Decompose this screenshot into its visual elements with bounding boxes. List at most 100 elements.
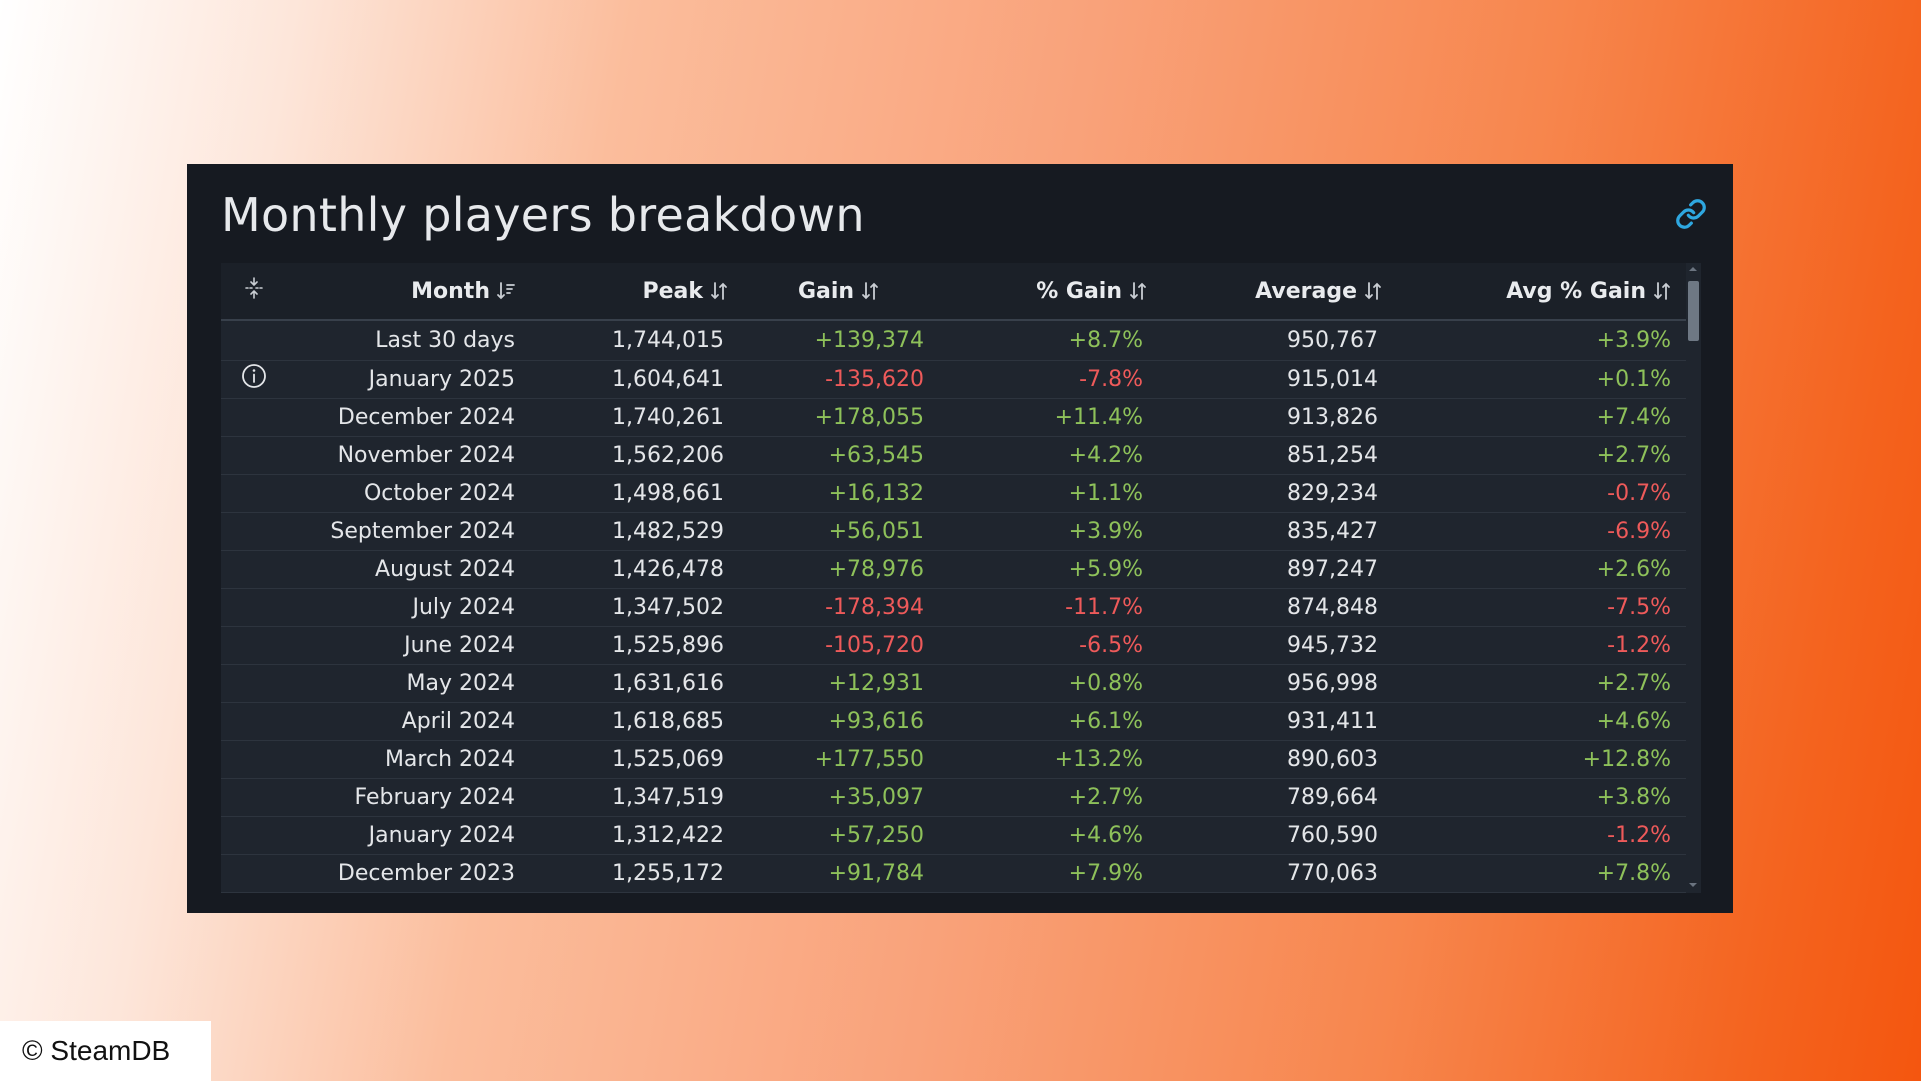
table-row: April 2024 1,618,685 +93,616 +6.1% 931,411 +4… [221, 702, 1686, 741]
column-header-peak-label: Peak [642, 278, 703, 304]
cell-pct-gain: +4.6% [939, 816, 1158, 855]
cell-pct-gain: +7.9% [939, 854, 1158, 893]
cell-gain: -135,620 [739, 360, 939, 399]
cell-peak: 1,631,616 [530, 664, 739, 703]
scrollbar-thumb[interactable] [1688, 281, 1699, 341]
table-scrollbar[interactable] [1686, 263, 1701, 893]
row-icon-cell [221, 702, 286, 741]
column-header-average[interactable]: Average [1158, 263, 1393, 321]
cell-average: 835,427 [1158, 512, 1393, 551]
column-header-gain-label: Gain [797, 278, 855, 304]
row-icon-cell[interactable] [221, 360, 286, 399]
cell-peak: 1,312,422 [530, 816, 739, 855]
cell-avg-pct-gain: +0.1% [1393, 360, 1686, 399]
cell-gain: +78,976 [739, 550, 939, 589]
cell-pct-gain: +3.9% [939, 512, 1158, 551]
cell-peak: 1,740,261 [530, 398, 739, 437]
scroll-down-arrow-icon[interactable] [1689, 883, 1697, 887]
cell-month: November 2024 [286, 436, 530, 475]
table-body: Last 30 days 1,744,015 +139,374 +8.7% 950,76… [221, 320, 1686, 893]
cell-gain: +93,616 [739, 702, 939, 741]
table-row: August 2024 1,426,478 +78,976 +5.9% 897,247 +… [221, 550, 1686, 589]
row-icon-cell [221, 626, 286, 665]
cell-avg-pct-gain: +2.7% [1393, 436, 1686, 475]
cell-average: 874,848 [1158, 588, 1393, 627]
cell-month: Last 30 days [286, 320, 530, 361]
cell-average: 760,590 [1158, 816, 1393, 855]
cell-gain: +178,055 [739, 398, 939, 437]
link-icon[interactable] [1675, 198, 1707, 230]
cell-average: 890,603 [1158, 740, 1393, 779]
cell-peak: 1,525,896 [530, 626, 739, 665]
row-icon-cell [221, 854, 286, 893]
cell-peak: 1,347,502 [530, 588, 739, 627]
table-row: January 2025 1,604,641 -135,620 -7.8% 915,01… [221, 360, 1686, 399]
table-row: Last 30 days 1,744,015 +139,374 +8.7% 950,76… [221, 320, 1686, 361]
table-row: January 2024 1,312,422 +57,250 +4.6% 760,590… [221, 816, 1686, 855]
breakdown-table-container[interactable]: Month Peak Gain % Gain Average [221, 263, 1701, 893]
table-row: June 2024 1,525,896 -105,720 -6.5% 945,732 -1… [221, 626, 1686, 665]
cell-pct-gain: +2.7% [939, 778, 1158, 817]
column-header-pct-gain[interactable]: % Gain [939, 263, 1158, 321]
column-header-avg-pct-gain[interactable]: Avg % Gain [1393, 263, 1686, 321]
cell-gain: +57,250 [739, 816, 939, 855]
cell-pct-gain: +0.8% [939, 664, 1158, 703]
row-icon-cell [221, 512, 286, 551]
cell-gain: +16,132 [739, 474, 939, 513]
table-row: July 2024 1,347,502 -178,394 -11.7% 874,848-… [221, 588, 1686, 627]
cell-avg-pct-gain: +2.6% [1393, 550, 1686, 589]
cell-peak: 1,525,069 [530, 740, 739, 779]
cell-pct-gain: +6.1% [939, 702, 1158, 741]
cell-gain: +177,550 [739, 740, 939, 779]
column-header-month[interactable]: Month [286, 263, 530, 321]
cell-gain: -178,394 [739, 588, 939, 627]
cell-month: December 2023 [286, 854, 530, 893]
cell-average: 950,767 [1158, 320, 1393, 361]
row-icon-cell [221, 436, 286, 475]
cell-avg-pct-gain: +7.8% [1393, 854, 1686, 893]
row-icon-cell [221, 398, 286, 437]
cell-gain: +56,051 [739, 512, 939, 551]
cell-month: May 2024 [286, 664, 530, 703]
cell-pct-gain: +13.2% [939, 740, 1158, 779]
cell-average: 770,063 [1158, 854, 1393, 893]
row-icon-cell [221, 664, 286, 703]
cell-avg-pct-gain: -1.2% [1393, 816, 1686, 855]
cell-month: August 2024 [286, 550, 530, 589]
cell-avg-pct-gain: +3.9% [1393, 320, 1686, 361]
sort-icon [1130, 281, 1146, 300]
cell-peak: 1,255,172 [530, 854, 739, 893]
cell-peak: 1,618,685 [530, 702, 739, 741]
cell-pct-gain: -11.7% [939, 588, 1158, 627]
info-icon[interactable] [241, 363, 267, 389]
cell-peak: 1,426,478 [530, 550, 739, 589]
row-icon-cell [221, 320, 286, 361]
sort-icon [1654, 281, 1670, 300]
cell-average: 915,014 [1158, 360, 1393, 399]
scroll-up-arrow-icon[interactable] [1689, 267, 1697, 271]
cell-average: 851,254 [1158, 436, 1393, 475]
cell-pct-gain: +1.1% [939, 474, 1158, 513]
cell-peak: 1,498,661 [530, 474, 739, 513]
cell-average: 897,247 [1158, 550, 1393, 589]
cell-peak: 1,604,641 [530, 360, 739, 399]
cell-peak: 1,562,206 [530, 436, 739, 475]
column-visibility-toggle[interactable] [221, 263, 286, 321]
cell-pct-gain: -7.8% [939, 360, 1158, 399]
column-header-pct-gain-label: % Gain [1036, 278, 1122, 304]
column-header-peak[interactable]: Peak [530, 263, 739, 321]
row-icon-cell [221, 816, 286, 855]
copyright-notice: © SteamDB [0, 1021, 211, 1081]
cell-avg-pct-gain: +3.8% [1393, 778, 1686, 817]
cell-month: March 2024 [286, 740, 530, 779]
row-icon-cell [221, 550, 286, 589]
table-row: February 2024 1,347,519 +35,097 +2.7% 789,66… [221, 778, 1686, 817]
cell-month: June 2024 [286, 626, 530, 665]
table-row: December 2024 1,740,261 +178,055 +11.4% 913,… [221, 398, 1686, 437]
column-header-gain[interactable]: Gain [739, 263, 939, 321]
cell-gain: +63,545 [739, 436, 939, 475]
cell-avg-pct-gain: +4.6% [1393, 702, 1686, 741]
table-row: May 2024 1,631,616 +12,931 +0.8% 956,998 +2.7… [221, 664, 1686, 703]
cell-month: April 2024 [286, 702, 530, 741]
table-row: October 2024 1,498,661 +16,132 +1.1% 829,234… [221, 474, 1686, 513]
